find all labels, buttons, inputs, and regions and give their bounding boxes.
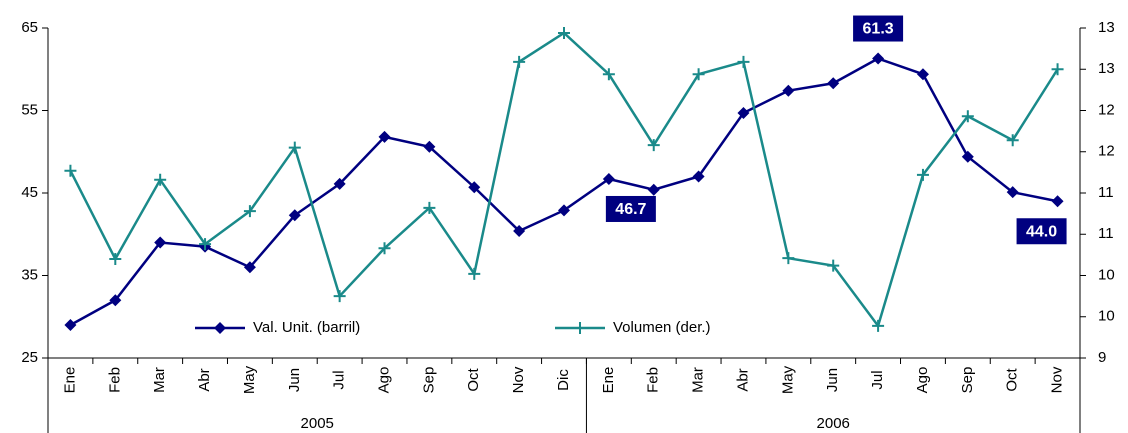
point [827, 77, 840, 90]
point [872, 319, 885, 332]
point [423, 201, 436, 214]
x-tick-label: Abr [734, 368, 751, 391]
x-tick-label: Mar [151, 367, 168, 393]
point [916, 68, 929, 81]
point [602, 68, 615, 81]
legend-marker [214, 322, 226, 334]
x-tick-label: Dic [555, 369, 572, 391]
y-tick-label: 55 [21, 101, 38, 118]
point [558, 26, 570, 39]
legend-marker [574, 322, 586, 334]
point [558, 204, 570, 217]
x-tick-label: Feb [645, 367, 662, 393]
x-tick-label: Jul [331, 370, 348, 389]
point [64, 319, 77, 331]
x-tick-label: Nov [510, 366, 527, 393]
x-tick-label: Ene [61, 367, 78, 394]
x-group-label: 2005 [301, 415, 334, 432]
x-tick-label: Jun [824, 368, 841, 392]
point [109, 253, 122, 265]
point [647, 139, 660, 152]
data-label: 44.0 [1026, 223, 1057, 240]
x-tick-label: Nov [1049, 366, 1066, 393]
x-tick-label: Mar [690, 367, 707, 393]
point [333, 177, 346, 190]
y2-tick-label: 12 [1098, 143, 1115, 160]
x-tick-label: Ene [600, 367, 617, 394]
point [333, 290, 346, 303]
series-line [69, 57, 1058, 327]
data-label-box [853, 15, 904, 42]
data-label-box [1016, 218, 1067, 245]
point [692, 68, 705, 81]
x-tick-label: Ago [914, 367, 931, 394]
y2-tick-label: 11 [1098, 184, 1114, 201]
x-tick-label: Oct [1004, 368, 1021, 392]
x-group-label: 2006 [817, 415, 850, 432]
x-tick-label: Jul [869, 370, 886, 389]
point [1006, 134, 1019, 147]
y2-tick-label: 9 [1098, 349, 1106, 366]
y-tick-label: 65 [21, 19, 38, 36]
point [378, 130, 391, 143]
x-tick-label: Ago [375, 367, 392, 394]
point [827, 259, 840, 272]
point [916, 168, 929, 181]
point [1006, 186, 1019, 199]
point [872, 52, 885, 65]
data-label: 46.7 [615, 201, 646, 218]
x-tick-label: Jun [286, 368, 303, 392]
point [243, 261, 256, 274]
point [423, 140, 436, 153]
point [468, 181, 481, 194]
point [243, 205, 256, 218]
x-tick-label: Oct [465, 368, 482, 392]
x-tick-label: Sep [420, 367, 437, 394]
x-tick-label: Feb [106, 367, 123, 393]
x-tick-label: Abr [196, 368, 213, 391]
x-tick-label: May [241, 365, 258, 394]
point [513, 55, 526, 68]
series-line [69, 31, 1059, 329]
y-tick-label: 45 [21, 184, 38, 201]
y2-tick-label: 13 [1098, 60, 1115, 77]
point [199, 238, 212, 251]
point [737, 55, 750, 68]
y2-tick-label: 12 [1098, 101, 1115, 118]
point [109, 294, 122, 307]
y-tick-label: 25 [21, 349, 38, 366]
y2-tick-label: 11 [1098, 225, 1114, 242]
point [288, 141, 301, 154]
point [737, 106, 750, 119]
point [513, 224, 526, 237]
point [647, 183, 660, 196]
point [154, 173, 167, 186]
legend-label: Volumen (der.) [613, 319, 711, 336]
point [1051, 63, 1064, 76]
point [468, 267, 481, 280]
y-tick-label: 35 [21, 266, 38, 283]
point [961, 110, 974, 123]
point [64, 164, 77, 177]
point [692, 170, 705, 183]
y2-tick-label: 13 [1098, 19, 1115, 36]
point [154, 236, 167, 249]
x-tick-label: Sep [959, 367, 976, 394]
y2-tick-label: 10 [1098, 266, 1115, 283]
point [378, 242, 391, 255]
point [602, 172, 615, 185]
point [782, 84, 795, 97]
y2-tick-label: 10 [1098, 308, 1115, 325]
point [288, 209, 301, 222]
x-tick-label: May [779, 365, 796, 394]
data-label-box [605, 195, 656, 222]
legend-label: Val. Unit. (barril) [253, 319, 360, 336]
point [1051, 195, 1064, 208]
point [782, 252, 795, 265]
point [961, 150, 974, 163]
data-label: 61.3 [863, 21, 894, 38]
